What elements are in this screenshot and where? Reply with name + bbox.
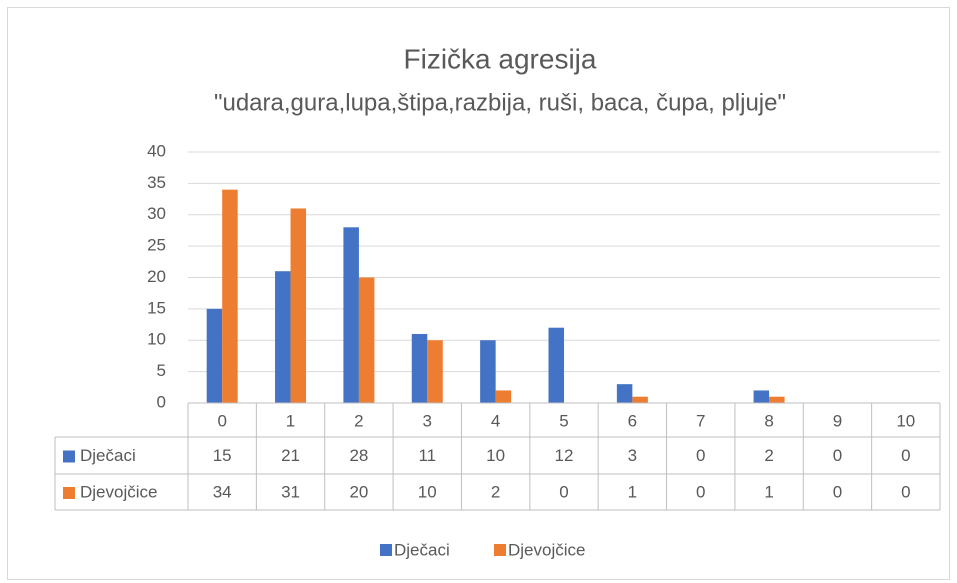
bar [616,384,633,403]
table-cell: 3 [628,446,637,465]
bar [343,227,359,403]
table-row-label: Djevojčice [80,482,157,501]
table-cell: 15 [213,446,232,465]
y-tick-label: 40 [147,141,166,160]
x-tick-label: 3 [423,411,432,430]
table-row-label: Dječaci [80,446,136,465]
bar [495,390,512,403]
table-cell: 1 [764,482,773,501]
bar [548,327,564,403]
bar [480,340,496,403]
table-cell: 2 [491,482,500,501]
y-tick-label: 30 [147,204,166,223]
table-cell: 0 [833,482,842,501]
table-cell: 0 [559,482,568,501]
table-cell: 2 [764,446,773,465]
y-tick-label: 15 [147,298,166,317]
y-tick-label: 5 [157,361,166,380]
table-cell: 0 [696,446,705,465]
x-tick-label: 5 [559,411,568,430]
bar [206,308,223,403]
x-tick-label: 8 [764,411,773,430]
table-cell: 10 [486,446,505,465]
table-cell: 21 [281,446,300,465]
bar [275,271,291,403]
legend-key [494,544,506,556]
table-cell: 12 [555,446,574,465]
chart-border [7,7,950,580]
bar [290,208,307,403]
legend-label: Djevojčice [508,540,585,559]
y-tick-label: 20 [147,267,166,286]
table-cell: 0 [901,482,910,501]
y-tick-label: 10 [147,330,166,349]
bar [753,390,770,403]
table-cell: 11 [418,446,436,465]
table-cell: 10 [418,482,437,501]
bar [358,277,375,403]
table-cell: 20 [349,482,368,501]
x-tick-label: 10 [896,411,915,430]
bar [632,396,648,403]
x-tick-label: 1 [286,411,295,430]
chart-title: Fizička agresija [404,43,597,74]
x-tick-label: 9 [833,411,842,430]
table-legend-key [63,450,75,463]
y-tick-label: 0 [157,392,166,411]
bar [222,189,238,403]
table-cell: 34 [213,482,232,501]
legend-key [380,544,392,556]
y-tick-label: 35 [147,173,166,192]
x-tick-label: 4 [491,411,500,430]
table-cell: 0 [696,482,705,501]
bar [411,333,428,403]
table-cell: 31 [281,482,300,501]
chart-subtitle: "udara,gura,lupa,štipa,razbija, ruši, ba… [214,89,786,116]
table-cell: 0 [833,446,842,465]
legend-label: Dječaci [394,540,450,559]
table-cell: 0 [901,446,910,465]
x-tick-label: 0 [217,411,226,430]
y-tick-label: 25 [147,236,166,255]
x-tick-label: 7 [696,411,705,430]
bar [427,340,443,403]
x-tick-label: 6 [628,411,637,430]
table-cell: 28 [349,446,368,465]
bar [769,396,785,403]
table-legend-key [63,487,75,499]
table-cell: 1 [628,482,637,501]
x-tick-label: 2 [354,411,363,430]
